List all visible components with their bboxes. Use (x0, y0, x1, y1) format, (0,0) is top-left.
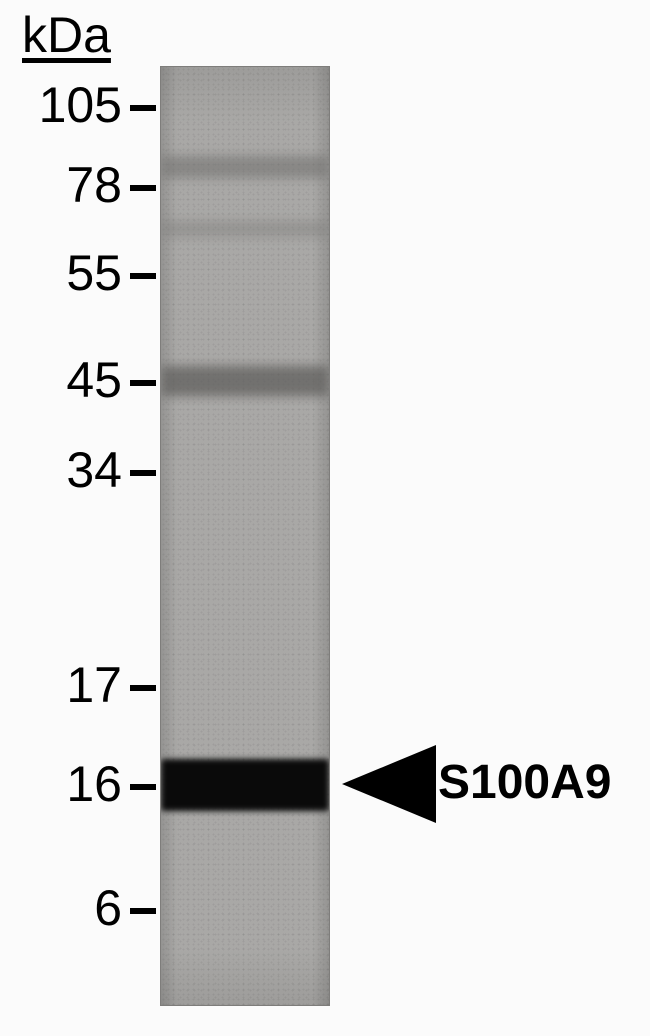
marker-label: 105 (39, 76, 122, 134)
blot-lane (160, 66, 330, 1006)
marker-label: 34 (66, 441, 122, 499)
callout-protein-label: S100A9 (438, 755, 611, 810)
marker-label: 55 (66, 244, 122, 302)
marker-tick (130, 273, 156, 279)
marker-label: 6 (94, 879, 122, 937)
protein-band (161, 759, 329, 811)
marker-tick (130, 105, 156, 111)
protein-band (161, 221, 329, 237)
marker-tick (130, 784, 156, 790)
marker-tick (130, 470, 156, 476)
marker-tick (130, 908, 156, 914)
marker-label: 17 (66, 656, 122, 714)
protein-band (161, 156, 329, 178)
marker-label: 45 (66, 351, 122, 409)
callout-arrow-icon (342, 745, 436, 823)
protein-band (161, 366, 329, 396)
marker-label: 16 (66, 755, 122, 813)
axis-unit-label: kDa (22, 6, 111, 64)
marker-label: 78 (66, 156, 122, 214)
marker-tick (130, 380, 156, 386)
marker-tick (130, 185, 156, 191)
lane-grain-overlay (161, 67, 329, 1005)
marker-tick (130, 685, 156, 691)
